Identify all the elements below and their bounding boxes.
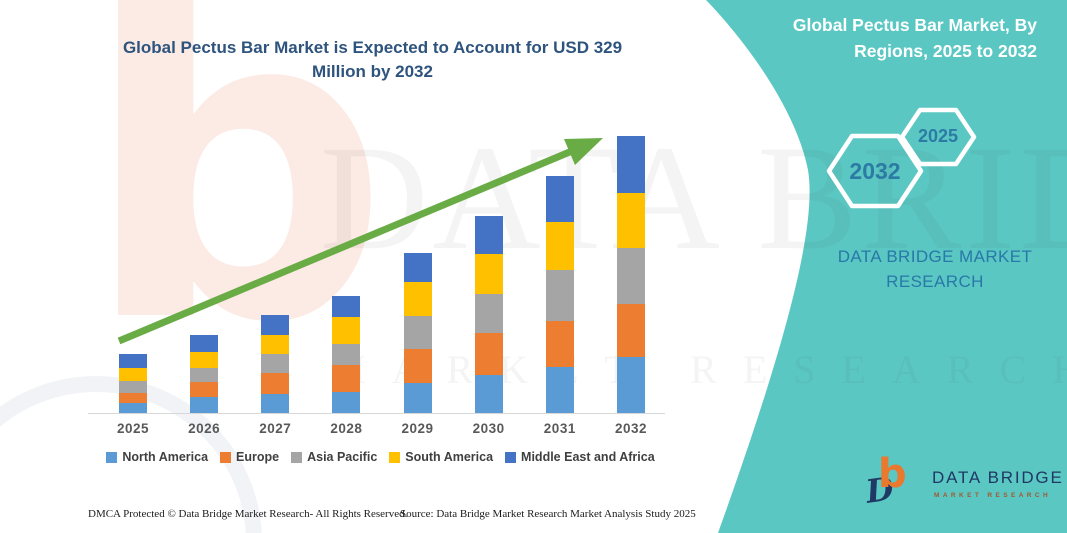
bar-segment-south-america-2031 bbox=[545, 221, 574, 270]
bar-segment-europe-2031 bbox=[545, 321, 574, 367]
bar-segment-middle-east-and-africa-2027 bbox=[261, 315, 290, 335]
logo-subtitle: MARKET RESEARCH bbox=[934, 492, 1052, 499]
bar-segment-asia-pacific-2032 bbox=[616, 248, 645, 304]
data-bridge-logo: D b DATA BRIDGE MARKET RESEARCH bbox=[863, 454, 1064, 524]
bar-segment-europe-2030 bbox=[474, 333, 503, 376]
x-axis-label-2028: 2028 bbox=[330, 421, 363, 436]
legend-item-europe: Europe bbox=[220, 450, 279, 464]
trend-arrow-shaft bbox=[117, 147, 574, 345]
x-axis-label-2029: 2029 bbox=[401, 421, 434, 436]
bar-segment-europe-2028 bbox=[332, 365, 361, 392]
bar-segment-north-america-2026 bbox=[190, 397, 219, 413]
chart-legend: North America Europe Asia Pacific South Ame… bbox=[88, 450, 673, 464]
bar-segment-middle-east-and-africa-2032 bbox=[616, 136, 645, 194]
bar-segment-north-america-2029 bbox=[403, 382, 432, 413]
legend-label: Europe bbox=[236, 450, 280, 464]
bar-segment-europe-2026 bbox=[190, 381, 219, 398]
bar-segment-middle-east-and-africa-2025 bbox=[119, 354, 147, 369]
side-panel-heading: Global Pectus Bar Market, By Regions, 20… bbox=[792, 15, 1037, 61]
bar-segment-south-america-2032 bbox=[616, 193, 645, 248]
bar-segment-asia-pacific-2030 bbox=[474, 294, 503, 334]
bar-segment-asia-pacific-2029 bbox=[403, 316, 432, 350]
hexagon-outline-2032-icon bbox=[826, 133, 924, 209]
bar-segment-asia-pacific-2025 bbox=[119, 381, 147, 393]
bar-segment-europe-2032 bbox=[616, 303, 645, 358]
hexagon-year-2032: 2032 bbox=[849, 158, 901, 184]
legend-swatch-icon bbox=[389, 451, 401, 463]
bar-segment-europe-2029 bbox=[403, 349, 432, 383]
bar-segment-asia-pacific-2027 bbox=[261, 354, 290, 373]
x-axis-label-2027: 2027 bbox=[259, 421, 292, 436]
x-axis-label-2030: 2030 bbox=[472, 421, 505, 436]
footer-dmca-text: DMCA Protected © Data Bridge Market Rese… bbox=[88, 508, 408, 520]
bar-segment-north-america-2031 bbox=[545, 366, 574, 413]
bar-segment-asia-pacific-2031 bbox=[545, 269, 574, 322]
x-axis-label-2025: 2025 bbox=[116, 421, 150, 436]
footer-source-text: Source: Data Bridge Market Research Mark… bbox=[400, 508, 696, 520]
legend-item-south-america: South America bbox=[389, 450, 493, 464]
bar-segment-north-america-2032 bbox=[616, 357, 645, 413]
bar-segment-north-america-2027 bbox=[261, 393, 290, 413]
bar-segment-south-america-2030 bbox=[474, 253, 503, 295]
legend-swatch-icon bbox=[505, 451, 517, 463]
bar-segment-north-america-2030 bbox=[474, 375, 503, 413]
bar-segment-europe-2027 bbox=[261, 372, 290, 394]
bar-segment-asia-pacific-2026 bbox=[190, 368, 219, 382]
x-axis-line bbox=[88, 413, 665, 414]
side-panel-brand-text: DATA BRIDGE MARKET RESEARCH bbox=[837, 247, 1033, 291]
bar-segment-south-america-2028 bbox=[332, 317, 361, 344]
bar-segment-europe-2025 bbox=[119, 392, 147, 403]
bar-segment-south-america-2025 bbox=[119, 368, 147, 382]
bar-segment-north-america-2025 bbox=[119, 402, 147, 413]
bar-segment-middle-east-and-africa-2029 bbox=[403, 253, 432, 282]
x-axis-label-2032: 2032 bbox=[614, 421, 647, 436]
bar-segment-asia-pacific-2028 bbox=[332, 343, 361, 366]
legend-item-asia-pacific: Asia Pacific bbox=[291, 450, 377, 464]
legend-label: North America bbox=[122, 450, 209, 464]
legend-label: South America bbox=[405, 450, 494, 464]
bar-segment-middle-east-and-africa-2031 bbox=[545, 175, 574, 222]
x-axis-label-2031: 2031 bbox=[543, 421, 576, 436]
chart-title: Global Pectus Bar Market is Expected to … bbox=[122, 38, 623, 81]
bar-segment-middle-east-and-africa-2030 bbox=[474, 216, 503, 254]
legend-item-middle-east-and-africa: Middle East and Africa bbox=[505, 450, 655, 464]
legend-label: Asia Pacific bbox=[307, 450, 378, 464]
legend-swatch-icon bbox=[220, 451, 232, 463]
legend-label: Middle East and Africa bbox=[521, 450, 655, 464]
legend-swatch-icon bbox=[291, 451, 303, 463]
hexagon-outline-2025-icon bbox=[899, 107, 977, 167]
legend-item-north-america: North America bbox=[106, 450, 208, 464]
bar-segment-middle-east-and-africa-2028 bbox=[332, 295, 361, 318]
trend-arrow-head bbox=[564, 138, 603, 165]
logo-title: DATA BRIDGE bbox=[932, 468, 1064, 487]
logo-b-icon: b bbox=[878, 451, 907, 497]
side-panel-shape bbox=[706, 0, 1067, 533]
x-axis-label-2026: 2026 bbox=[188, 421, 221, 436]
bar-segment-south-america-2029 bbox=[403, 281, 432, 317]
bar-segment-south-america-2026 bbox=[190, 351, 219, 369]
bar-segment-middle-east-and-africa-2026 bbox=[190, 334, 219, 352]
hexagon-year-2025: 2025 bbox=[917, 126, 959, 146]
legend-swatch-icon bbox=[106, 451, 118, 463]
bar-segment-south-america-2027 bbox=[261, 334, 290, 355]
bar-segment-north-america-2028 bbox=[332, 391, 361, 413]
